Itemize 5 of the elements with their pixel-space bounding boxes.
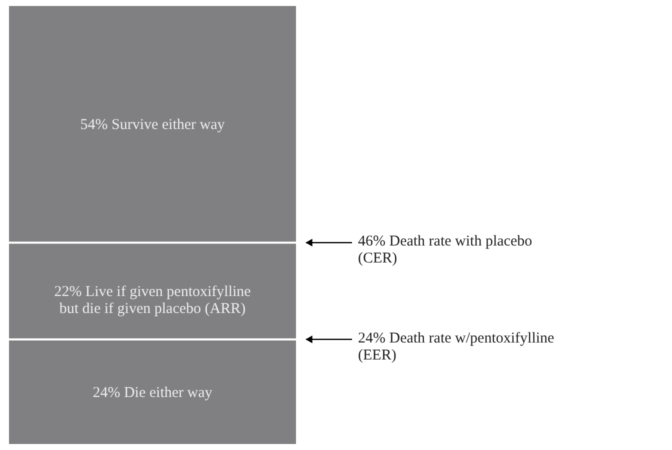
data-label: 22% Live if given pentoxifylline but die if given placebo (ARR) [54,284,252,317]
text: 24% Death rate w/pentoxifylline (EER) [358,330,555,364]
data-label: 54% Survive either way [80,116,226,133]
data-label: 24% Die either way [92,385,213,402]
text: 46% Death rate with placebo (CER) [358,234,532,267]
